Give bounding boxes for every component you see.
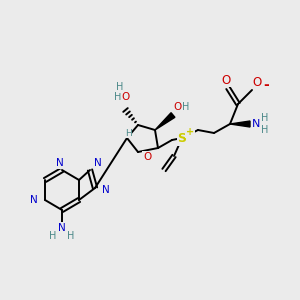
Polygon shape [230, 121, 250, 127]
Text: +: + [186, 127, 194, 137]
Text: N: N [56, 158, 64, 168]
Polygon shape [155, 113, 175, 130]
Text: N: N [252, 119, 260, 129]
Text: O: O [143, 152, 151, 162]
Text: O: O [221, 74, 231, 86]
Text: H: H [49, 231, 57, 241]
Text: O: O [174, 102, 182, 112]
Text: H: H [261, 113, 269, 123]
Text: H: H [124, 128, 131, 137]
Text: H: H [114, 92, 122, 102]
Text: S: S [178, 131, 187, 145]
Text: H: H [67, 231, 75, 241]
Text: H: H [261, 125, 269, 135]
Text: O: O [252, 76, 262, 88]
Text: N: N [58, 223, 66, 233]
Text: H: H [116, 82, 124, 92]
Text: N: N [30, 195, 38, 205]
Text: N: N [94, 158, 102, 168]
Text: O: O [122, 92, 130, 102]
Text: -: - [263, 78, 269, 92]
Text: N: N [102, 185, 110, 195]
Text: H: H [182, 102, 190, 112]
